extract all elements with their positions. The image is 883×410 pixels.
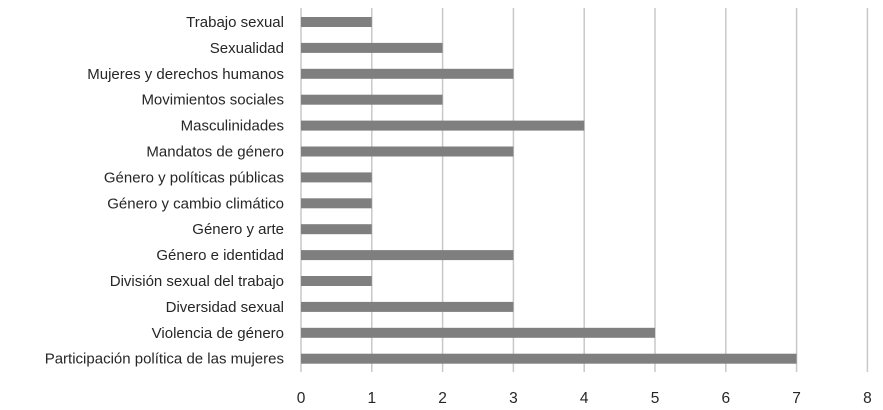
x-tick-label: 0 (297, 390, 306, 407)
x-tick-label: 7 (792, 390, 801, 407)
x-tick-label: 8 (863, 390, 872, 407)
bar (301, 250, 514, 261)
x-tick-label: 1 (367, 390, 376, 407)
bar (301, 172, 372, 183)
x-tick-label: 4 (580, 390, 589, 407)
gridlines (300, 8, 869, 372)
category-label: Mujeres y derechos humanos (87, 66, 284, 83)
category-label: Género y políticas públicas (104, 169, 284, 186)
category-label: Trabajo sexual (186, 14, 284, 31)
category-label: Participación política de las mujeres (45, 351, 284, 368)
category-label: Movimientos sociales (141, 92, 284, 109)
bar (301, 327, 655, 338)
bar (301, 198, 372, 209)
bar (301, 17, 372, 27)
bar (301, 276, 372, 286)
bar (301, 120, 585, 131)
bar (301, 146, 514, 157)
x-tick-label: 5 (651, 390, 660, 407)
category-label: Diversidad sexual (166, 299, 284, 316)
category-label: Masculinidades (181, 118, 284, 135)
category-label: División sexual del trabajo (110, 273, 284, 290)
category-label: Violencia de género (152, 325, 284, 342)
category-label: Sexualidad (210, 40, 284, 57)
x-tick-label: 3 (509, 390, 518, 407)
category-labels: Trabajo sexual Sexualidad Mujeres y derech… (45, 14, 284, 368)
bar (301, 224, 372, 235)
category-label: Género y arte (192, 221, 284, 238)
category-label: Género y cambio climático (107, 195, 284, 212)
x-tick-label: 2 (438, 390, 447, 407)
bar (301, 94, 443, 105)
bar (301, 353, 797, 364)
bar (301, 301, 514, 312)
x-tick-label: 6 (721, 390, 730, 407)
bars (301, 17, 797, 364)
category-label: Género e identidad (156, 247, 284, 264)
bar (301, 42, 443, 53)
bar (301, 68, 514, 79)
category-label: Mandatos de género (146, 144, 284, 161)
x-axis-tick-labels: 0 1 2 3 4 5 6 7 8 (297, 390, 872, 407)
